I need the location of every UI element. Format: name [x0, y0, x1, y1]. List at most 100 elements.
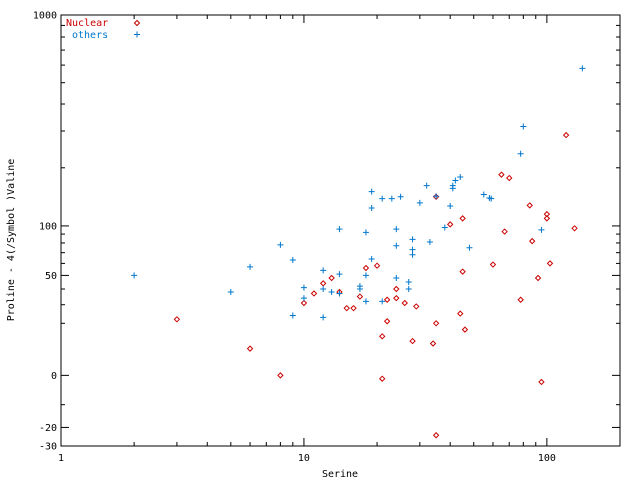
others-point: [538, 226, 545, 233]
y-tick-label: 100: [39, 221, 57, 232]
y-tick-label: 50: [45, 271, 57, 282]
others-point: [409, 236, 416, 243]
others-point: [480, 191, 487, 198]
series-others-points: [131, 65, 586, 321]
nuclear-point: [571, 225, 578, 232]
nuclear-point: [350, 304, 357, 312]
nuclear-point: [459, 215, 466, 222]
nuclear-point: [310, 290, 318, 297]
plot-frame: [60, 14, 621, 447]
others-point: [362, 229, 369, 236]
nuclear-point: [246, 345, 254, 352]
nuclear-point: [528, 237, 536, 245]
nuclear-point: [459, 268, 466, 275]
x-tick-label: 1: [58, 453, 64, 464]
nuclear-point: [501, 228, 508, 235]
others-point: [368, 255, 375, 262]
others-point: [393, 274, 400, 281]
others-point: [517, 150, 524, 157]
legend-label-nuclear: Nuclear: [66, 18, 108, 29]
legend: Nuclear others: [66, 18, 141, 41]
others-point: [356, 286, 363, 293]
nuclear-point: [543, 210, 551, 218]
nuclear-point: [277, 372, 284, 379]
others-point: [379, 195, 386, 202]
others-point: [379, 298, 386, 305]
y-axis-label: Proline - 4(/Symbol )Valine: [6, 159, 17, 322]
nuclear-point: [379, 333, 386, 340]
others-point: [433, 193, 440, 200]
nuclear-point: [534, 274, 542, 282]
others-point: [409, 246, 416, 253]
nuclear-point: [538, 378, 545, 386]
nuclear-point: [393, 285, 400, 293]
others-point: [449, 182, 456, 189]
others-point: [426, 239, 433, 246]
nuclear-point: [546, 260, 554, 267]
others-point: [362, 298, 369, 305]
others-point: [328, 288, 335, 295]
others-point: [336, 290, 343, 297]
others-point: [466, 244, 473, 251]
others-point: [368, 205, 375, 212]
others-point: [397, 193, 404, 200]
others-point: [447, 203, 454, 210]
nuclear-point: [429, 340, 437, 347]
others-point: [368, 188, 375, 195]
nuclear-point: [373, 262, 381, 269]
others-point: [336, 271, 343, 278]
y-tick-label: 1000: [33, 11, 57, 22]
nuclear-point: [173, 316, 181, 323]
others-point: [405, 278, 412, 285]
others-point: [289, 312, 296, 319]
x-axis-ticks: 1 10 100: [58, 15, 621, 464]
series-nuclear-points: [173, 131, 578, 439]
nuclear-point: [543, 215, 551, 222]
x-tick-label: 10: [298, 453, 310, 464]
others-point: [520, 123, 527, 130]
nuclear-point: [413, 303, 420, 310]
nuclear-point: [328, 274, 335, 282]
x-axis-label: Serine: [322, 469, 358, 480]
nuclear-point: [409, 337, 416, 345]
nuclear-point: [562, 131, 570, 139]
others-point: [488, 195, 495, 202]
nuclear-point: [300, 299, 308, 307]
others-point: [452, 177, 459, 184]
others-point: [416, 199, 423, 206]
nuclear-point: [517, 296, 524, 303]
others-point: [336, 226, 343, 233]
nuclear-point: [526, 202, 533, 209]
nuclear-point: [343, 304, 350, 312]
nuclear-point: [498, 171, 505, 178]
nuclear-point: [446, 221, 454, 228]
nuclear-point: [489, 261, 497, 268]
nuclear-point: [461, 326, 469, 333]
nuclear-point: [362, 264, 370, 272]
others-point: [289, 257, 296, 264]
nuclear-point: [319, 280, 327, 287]
x-tick-label: 100: [538, 453, 556, 464]
others-point: [227, 288, 234, 295]
others-point: [441, 224, 448, 231]
others-point: [393, 242, 400, 249]
others-point: [320, 267, 327, 274]
nuclear-point: [432, 320, 440, 327]
nuclear-point: [401, 299, 408, 307]
others-point: [423, 182, 430, 189]
others-point: [405, 286, 412, 293]
y-axis-ticks: 1000 100 50 0 -20 -30: [33, 11, 620, 453]
others-point: [457, 174, 464, 181]
others-point: [131, 272, 138, 279]
y-tick-label: -30: [39, 442, 57, 453]
others-point: [320, 286, 327, 293]
others-point: [388, 195, 395, 202]
others-point: [300, 284, 307, 291]
others-point: [277, 241, 284, 248]
legend-label-others: others: [72, 30, 108, 41]
nuclear-point: [356, 293, 364, 300]
others-point: [300, 295, 307, 302]
nuclear-point: [432, 432, 440, 439]
